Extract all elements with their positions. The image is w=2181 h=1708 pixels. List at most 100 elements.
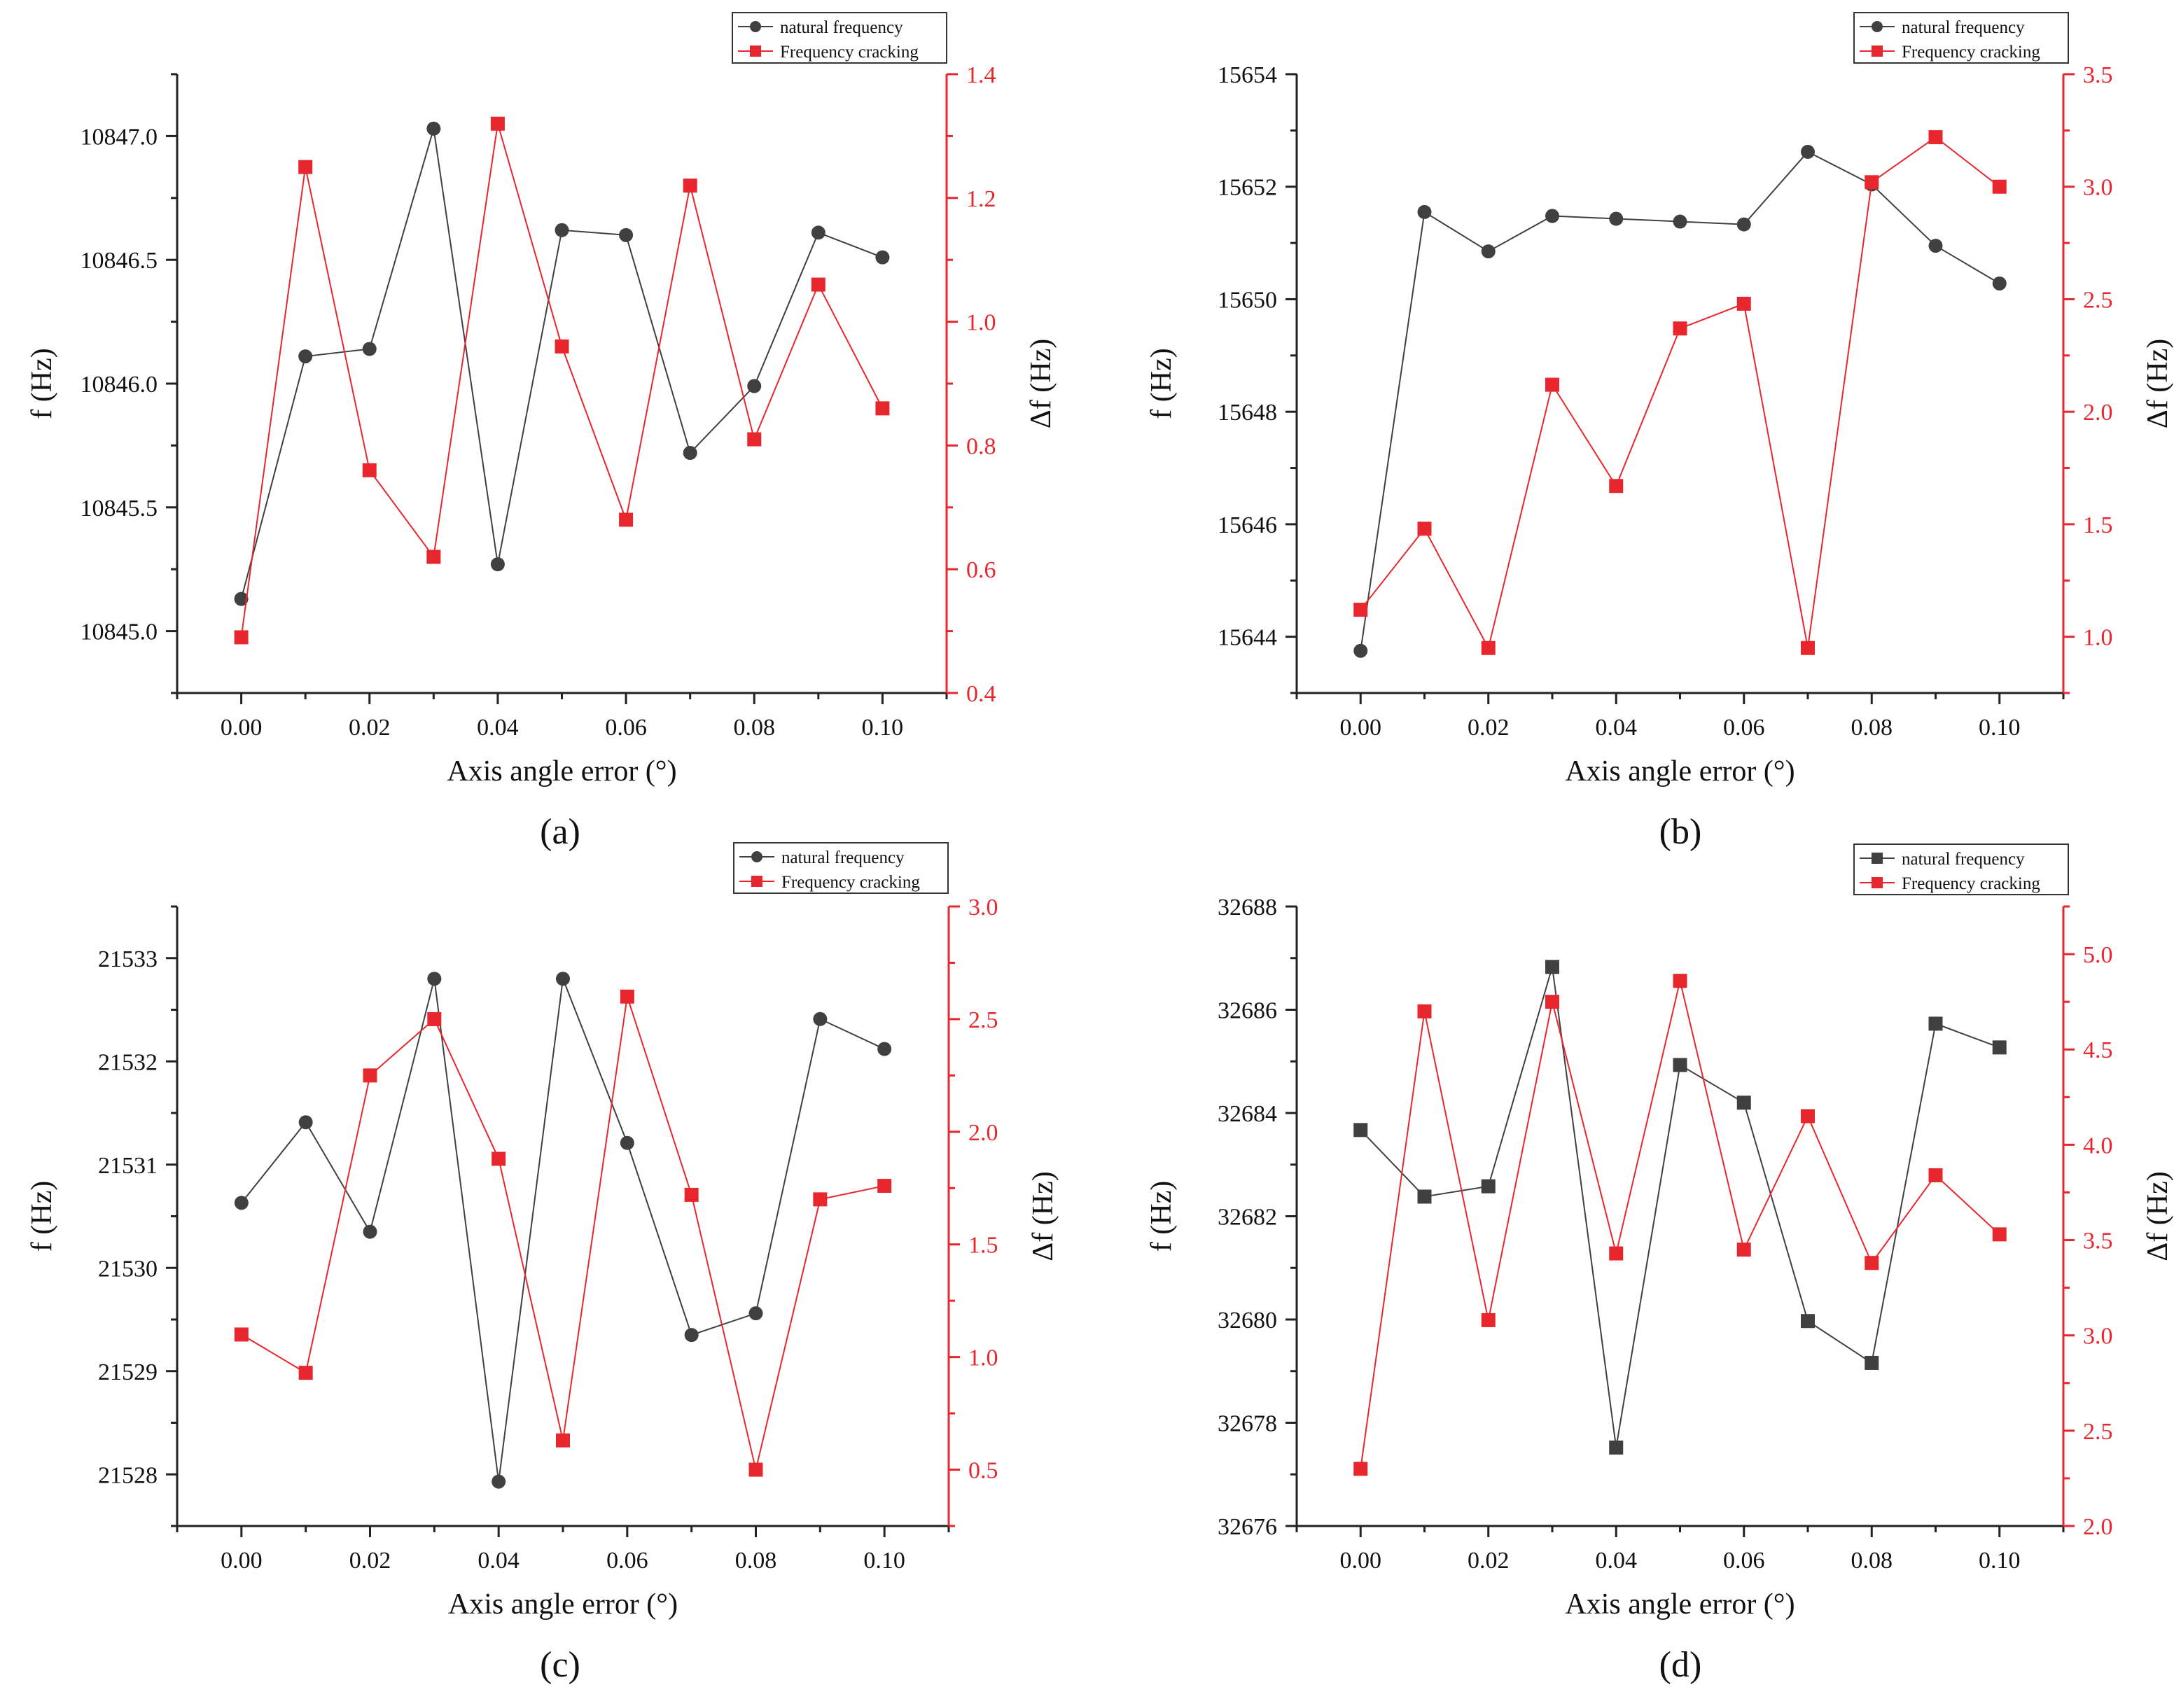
chart-panel-a: 0.00 0.02 0.04 0.06 0.08 0.10 10845.0 10845.5 10… [26, 12, 1057, 852]
data-point [811, 277, 825, 292]
x-tick-label: 0.06 [605, 715, 647, 741]
chart-panel-d: 0.00 0.02 0.04 0.06 0.08 0.10 32676 32678 32680 3… [1145, 844, 2174, 1685]
data-point [813, 1192, 828, 1207]
data-point [1736, 1096, 1751, 1110]
data-point [1865, 1355, 1879, 1370]
x-tick-label: 0.02 [349, 715, 391, 741]
y2-tick-label: 1.0 [2083, 625, 2113, 651]
y2-tick-label: 5.0 [2083, 942, 2113, 968]
y2-tick-label: 1.0 [968, 1345, 998, 1371]
legend-label: natural frequency [1902, 850, 2025, 869]
data-point [1609, 1246, 1624, 1261]
data-point [1545, 960, 1559, 974]
y-axis-label: f (Hz) [26, 1181, 58, 1252]
x-tick-label: 0.00 [221, 715, 263, 741]
legend: natural frequency Frequency cracking [733, 842, 949, 894]
x-tick-label: 0.04 [478, 1548, 520, 1574]
data-point [298, 1366, 313, 1380]
data-point [555, 339, 569, 354]
legend-marker [750, 46, 761, 57]
legend-marker [1872, 853, 1883, 864]
data-point [1865, 175, 1879, 190]
data-point [298, 349, 313, 364]
y-tick-label: 10845.5 [81, 496, 158, 522]
data-point [556, 1433, 570, 1448]
legend-label: natural frequency [1902, 18, 2025, 37]
legend-marker [751, 876, 762, 887]
data-point [1353, 1462, 1368, 1476]
data-point [747, 432, 762, 447]
legend-box [1853, 12, 2069, 64]
data-point [683, 446, 697, 461]
y2-tick-label: 4.0 [2083, 1133, 2113, 1158]
data-point [1353, 643, 1368, 658]
x-tick-label: 0.10 [863, 1548, 905, 1574]
y2-axis-label: Δf (Hz) [1027, 1171, 1059, 1261]
y-tick-label: 32680 [1218, 1308, 1277, 1334]
data-point [1801, 1314, 1815, 1329]
data-point [1673, 1058, 1687, 1072]
chart-panel-c: 0.00 0.02 0.04 0.06 0.08 0.10 21528 21529 21530 2… [26, 842, 1059, 1685]
data-point [748, 1462, 763, 1477]
y2-axis-label: Δf (Hz) [2142, 339, 2174, 428]
y2-axis-label: Δf (Hz) [1025, 339, 1057, 428]
y2-tick-label: 2.5 [2083, 287, 2113, 313]
y-tick-label: 10847.0 [81, 124, 158, 150]
data-point [427, 1011, 442, 1026]
data-point [1481, 1179, 1496, 1194]
data-point [427, 972, 442, 986]
y-tick-label: 21529 [98, 1359, 158, 1385]
data-point [813, 1011, 828, 1026]
legend-label: Frequency cracking [780, 43, 919, 62]
data-point [362, 463, 377, 477]
y-tick-label: 32686 [1218, 998, 1277, 1024]
data-point [1673, 974, 1687, 988]
data-point [1481, 640, 1496, 655]
legend-marker [751, 851, 762, 862]
data-point [1992, 276, 2007, 290]
y-tick-label: 15646 [1218, 512, 1277, 538]
data-point [683, 178, 697, 193]
x-tick-label: 0.02 [1468, 715, 1510, 741]
panel-caption: (d) [1659, 1645, 1702, 1685]
legend-label: natural frequency [780, 18, 903, 37]
legend-marker [1872, 877, 1883, 888]
x-tick-label: 0.02 [349, 1548, 391, 1574]
y2-tick-label: 3.5 [2083, 1228, 2113, 1254]
legend-marker [1872, 46, 1883, 57]
data-point [875, 401, 890, 416]
data-point [1928, 1016, 1943, 1031]
data-point [556, 972, 570, 986]
y2-tick-label: 0.5 [968, 1458, 998, 1484]
x-tick-label: 0.08 [734, 715, 776, 741]
y-axis-label: f (Hz) [1145, 348, 1178, 419]
data-point [875, 250, 890, 265]
y2-tick-label: 3.0 [2083, 1324, 2113, 1350]
y2-tick-label: 4.5 [2083, 1037, 2113, 1063]
x-axis-label: Axis angle error (°) [1565, 755, 1795, 788]
data-point [748, 1306, 763, 1321]
data-point [362, 342, 377, 356]
x-tick-label: 0.02 [1468, 1548, 1510, 1574]
data-point [877, 1179, 892, 1194]
data-point [1609, 1440, 1624, 1455]
data-point [426, 550, 441, 564]
data-point [1736, 296, 1751, 311]
data-point [1609, 479, 1624, 493]
data-point [492, 1152, 506, 1166]
y-tick-label: 32676 [1218, 1514, 1277, 1540]
data-point [1417, 1004, 1432, 1018]
y-tick-label: 21528 [98, 1462, 158, 1488]
legend-box [732, 12, 947, 64]
legend-label: Frequency cracking [1902, 43, 2040, 62]
y-tick-label: 32678 [1218, 1411, 1277, 1437]
legend-box [1853, 844, 2069, 895]
data-point [684, 1328, 699, 1343]
data-point [234, 592, 249, 606]
y-tick-label: 15654 [1218, 62, 1277, 88]
x-tick-label: 0.06 [1723, 715, 1765, 741]
x-tick-label: 0.06 [606, 1548, 648, 1574]
data-point [1736, 1242, 1751, 1257]
x-tick-label: 0.00 [1340, 715, 1382, 741]
y-tick-label: 32682 [1218, 1205, 1277, 1231]
